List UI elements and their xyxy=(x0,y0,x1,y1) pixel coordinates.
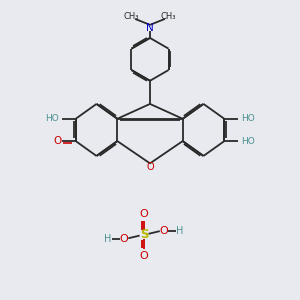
Text: N: N xyxy=(146,22,154,32)
Text: CH₃: CH₃ xyxy=(124,12,139,21)
Text: CH₃: CH₃ xyxy=(161,12,176,21)
Text: O: O xyxy=(120,234,128,244)
Text: HO: HO xyxy=(46,114,59,123)
Text: H: H xyxy=(104,234,112,244)
Text: O: O xyxy=(140,250,148,260)
Text: HO: HO xyxy=(241,114,254,123)
Text: O: O xyxy=(54,136,62,146)
Text: S: S xyxy=(140,228,148,241)
Text: HO: HO xyxy=(241,137,254,146)
Text: O: O xyxy=(160,226,168,236)
Text: O: O xyxy=(146,162,154,172)
Text: H: H xyxy=(176,226,184,236)
Text: O: O xyxy=(140,209,148,219)
